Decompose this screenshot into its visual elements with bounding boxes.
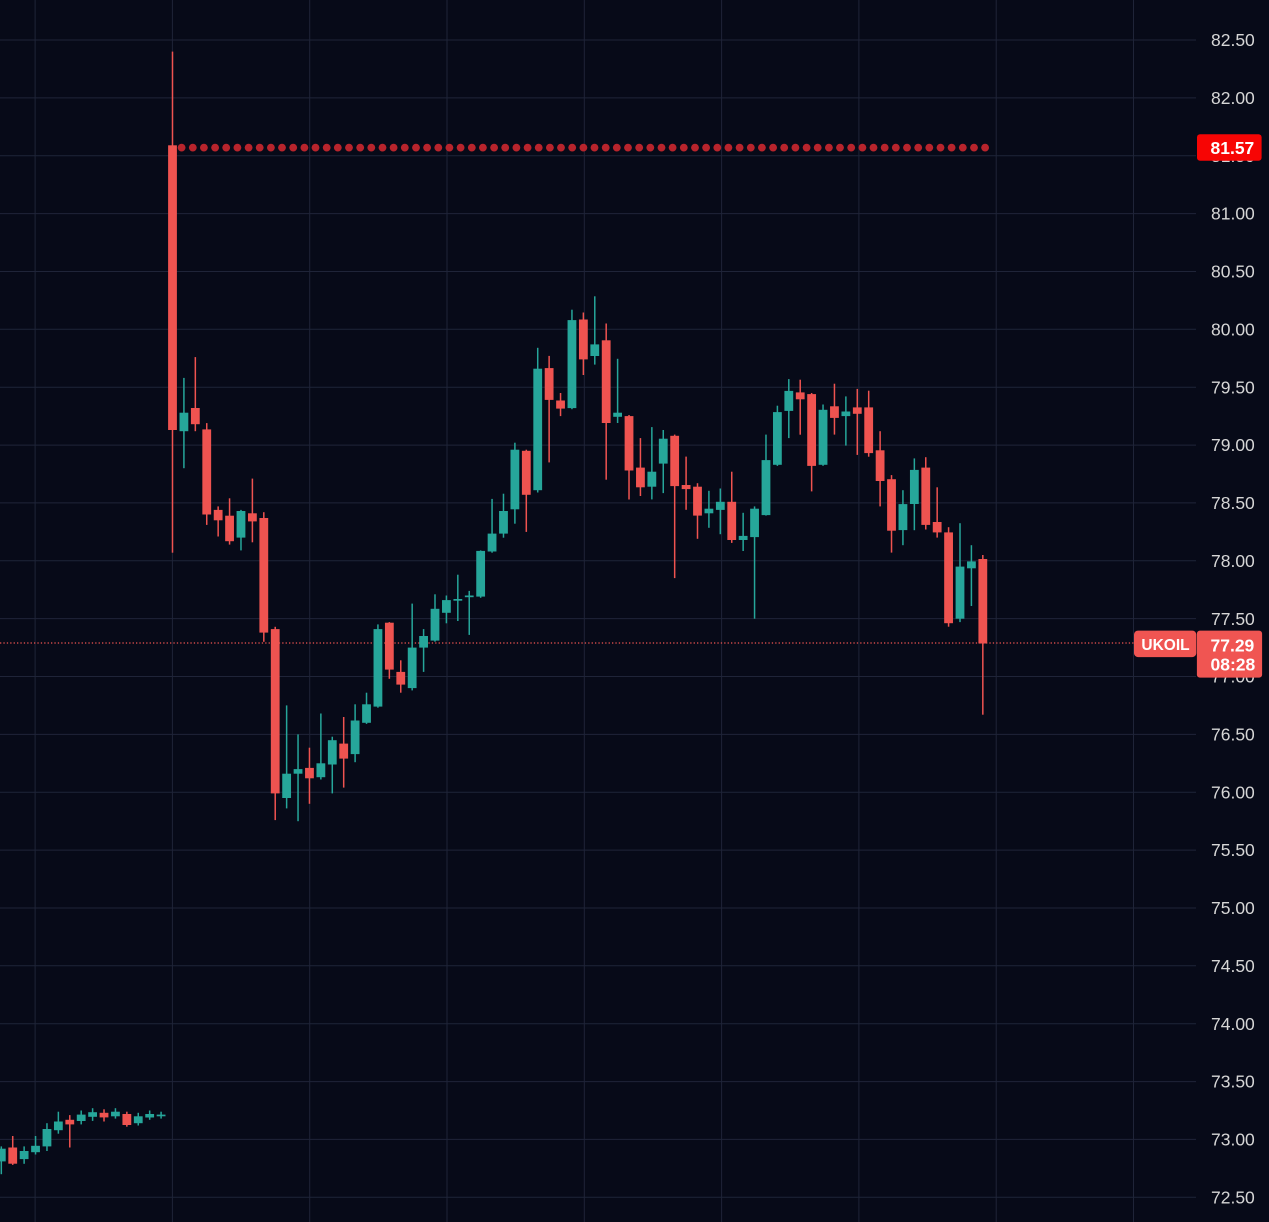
svg-text:79.00: 79.00 bbox=[1211, 435, 1255, 455]
svg-text:72.50: 72.50 bbox=[1211, 1187, 1255, 1207]
svg-text:77.50: 77.50 bbox=[1211, 609, 1255, 629]
svg-text:82.50: 82.50 bbox=[1211, 30, 1255, 50]
svg-text:78.50: 78.50 bbox=[1211, 493, 1255, 513]
svg-text:79.50: 79.50 bbox=[1211, 377, 1255, 397]
svg-text:75.50: 75.50 bbox=[1211, 840, 1255, 860]
svg-text:81.57: 81.57 bbox=[1211, 138, 1255, 158]
svg-text:74.00: 74.00 bbox=[1211, 1014, 1255, 1034]
svg-text:77.29: 77.29 bbox=[1211, 635, 1255, 655]
svg-text:76.00: 76.00 bbox=[1211, 782, 1255, 802]
svg-text:80.50: 80.50 bbox=[1211, 262, 1255, 282]
svg-text:73.00: 73.00 bbox=[1211, 1130, 1255, 1150]
svg-text:75.00: 75.00 bbox=[1211, 898, 1255, 918]
svg-text:08:28: 08:28 bbox=[1211, 655, 1256, 675]
svg-text:73.50: 73.50 bbox=[1211, 1072, 1255, 1092]
svg-text:82.00: 82.00 bbox=[1211, 88, 1255, 108]
svg-text:81.00: 81.00 bbox=[1211, 204, 1255, 224]
svg-text:78.00: 78.00 bbox=[1211, 551, 1255, 571]
svg-text:74.50: 74.50 bbox=[1211, 956, 1255, 976]
svg-text:76.50: 76.50 bbox=[1211, 725, 1255, 745]
svg-text:UKOIL: UKOIL bbox=[1141, 637, 1189, 654]
svg-text:80.00: 80.00 bbox=[1211, 319, 1255, 339]
